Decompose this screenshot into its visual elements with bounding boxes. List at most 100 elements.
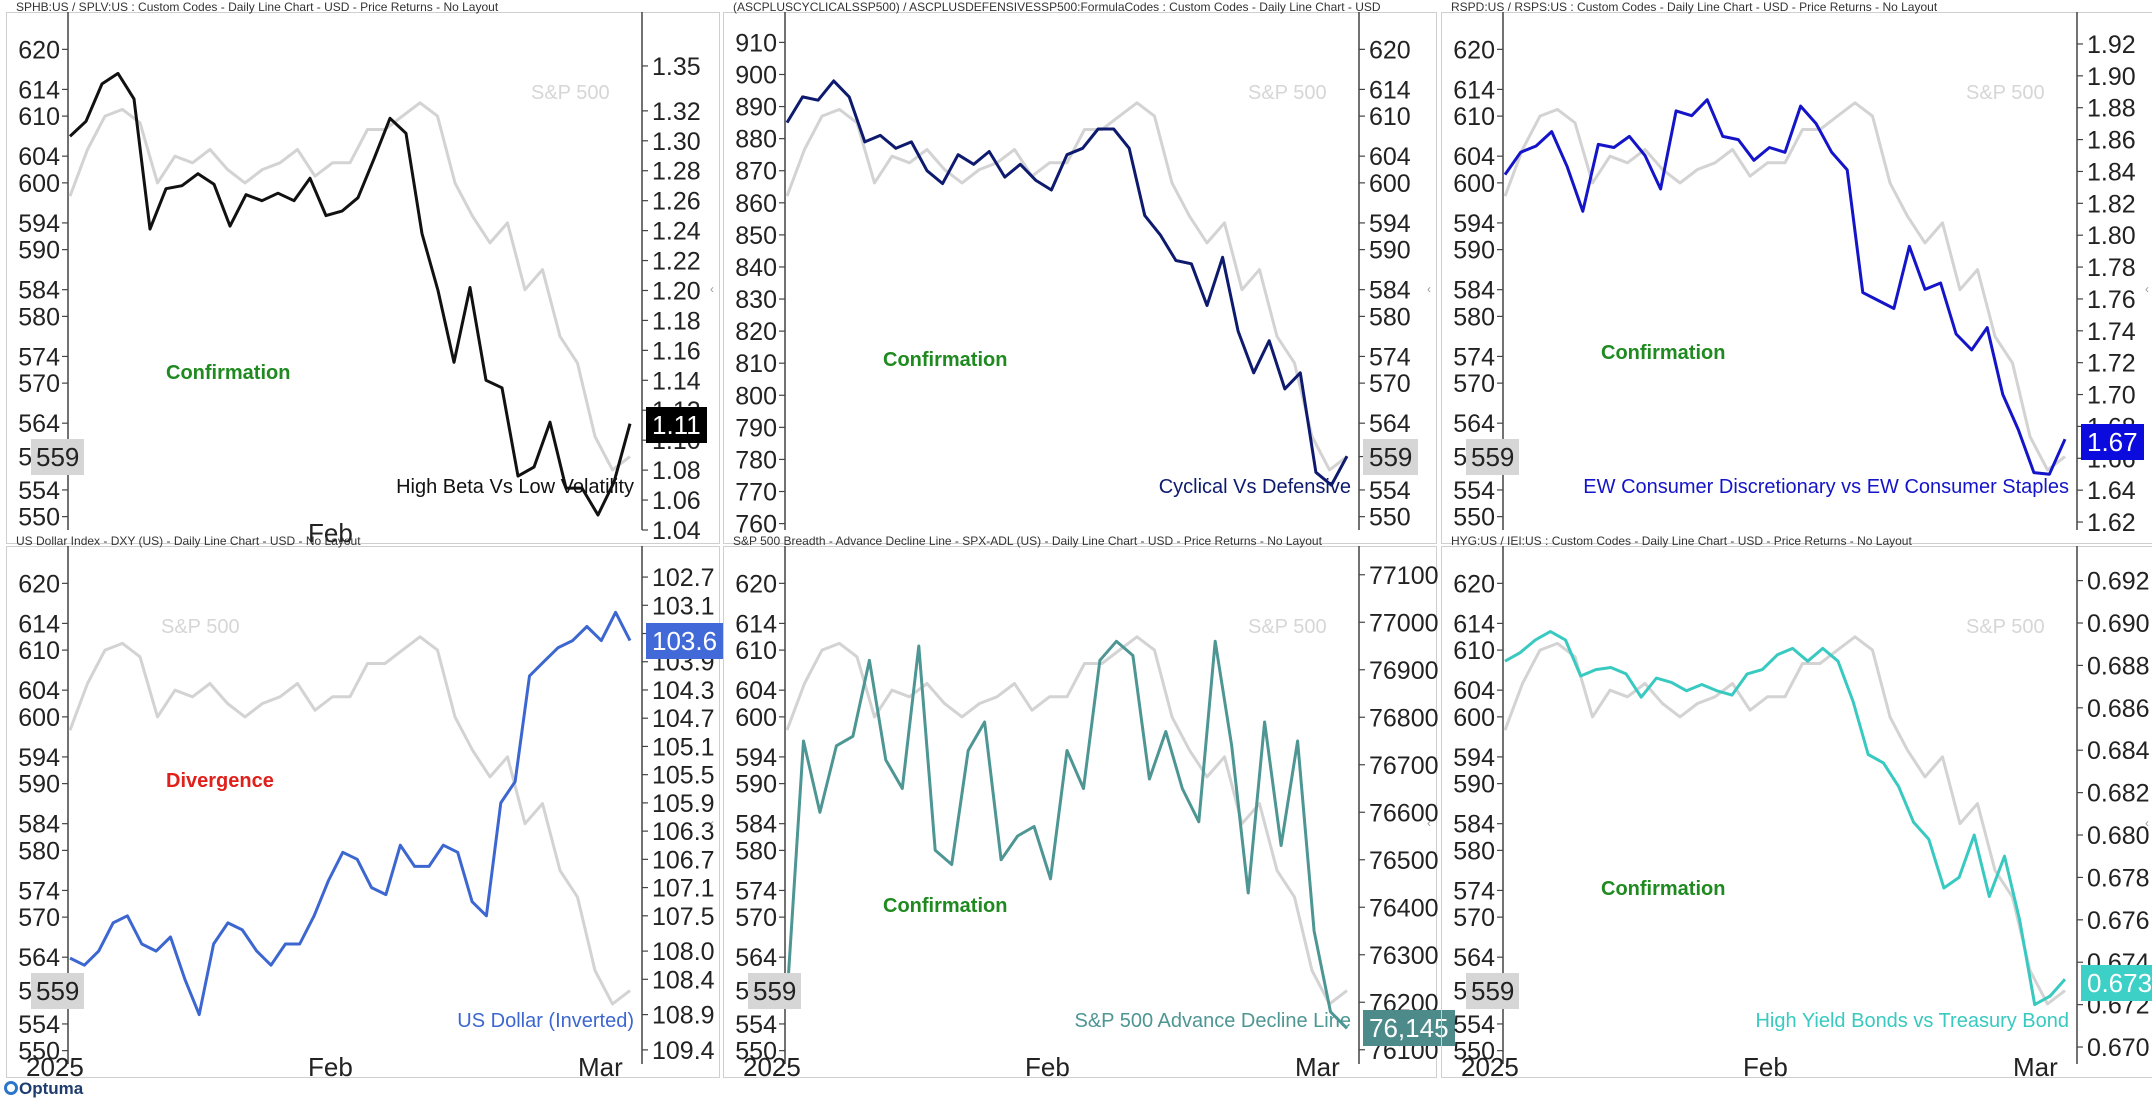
left-tick-label: 604 — [1453, 677, 1495, 705]
left-value-badge: 559 — [1466, 972, 1520, 1009]
sp500-series-line — [1503, 101, 2066, 472]
panel-border — [1441, 12, 2152, 544]
left-tick-label: 564 — [735, 944, 777, 972]
left-tick-label: 574 — [18, 877, 60, 905]
left-tick-label: 614 — [735, 610, 777, 638]
right-tick-label: 104.3 — [652, 677, 715, 705]
right-tick-label: 105.1 — [652, 733, 715, 761]
left-tick-label: 910 — [735, 29, 777, 57]
left-tick-label: 610 — [18, 637, 60, 665]
left-tick-label: 580 — [1453, 303, 1495, 331]
right-tick-label: 77000 — [1369, 609, 1439, 637]
chart-canvas: 6206146106046005945905845805745705645595… — [735, 546, 1439, 1082]
left-tick-label: 550 — [1453, 504, 1495, 532]
left-tick-label: 574 — [18, 343, 60, 371]
left-tick-label: 590 — [1453, 237, 1495, 265]
ratio-series-line — [785, 639, 1349, 1030]
panel-title: SPHB:US / SPLV:US : Custom Codes - Daily… — [16, 0, 499, 14]
right-value-badge: 103.6 — [646, 622, 724, 659]
chart-canvas: 6206146106046005945905845805745705645595… — [1453, 12, 2136, 537]
left-tick-label: 604 — [18, 677, 60, 705]
left-tick-label: 600 — [1453, 704, 1495, 732]
right-tick-label: 1.28 — [652, 158, 701, 186]
right-tick-label: 1.80 — [2087, 222, 2136, 250]
ratio-series-line — [785, 79, 1349, 487]
x-tick-label: 2025 — [1461, 1052, 1519, 1082]
sp500-watermark: S&P 500 — [531, 82, 610, 104]
sp500-watermark: S&P 500 — [1248, 616, 1327, 638]
chart-panel-4[interactable]: US Dollar Index - DXY (US) - Daily Line … — [6, 534, 724, 1082]
left-tick-label: 584 — [18, 811, 60, 839]
right-tick-label: 594 — [1369, 210, 1411, 238]
right-tick-label: 108.9 — [652, 1002, 715, 1030]
panel-border — [723, 546, 1437, 1078]
sp500-watermark: S&P 500 — [1966, 616, 2045, 638]
left-tick-label: 600 — [1453, 170, 1495, 198]
right-tick-label: 108.0 — [652, 938, 715, 966]
panel-title: HYG:US / IEI:US : Custom Codes - Daily L… — [1451, 534, 1912, 548]
left-tick-label: 600 — [735, 704, 777, 732]
right-value-badge: 1.67 — [2081, 424, 2144, 461]
left-tick-label: 780 — [735, 446, 777, 474]
right-tick-label: 0.684 — [2087, 737, 2150, 765]
chart-panel-6[interactable]: HYG:US / IEI:US : Custom Codes - Daily L… — [1441, 534, 2152, 1082]
right-tick-label: 614 — [1369, 76, 1411, 104]
left-tick-label: 900 — [735, 61, 777, 89]
collapse-arrow-icon[interactable]: ‹ — [2145, 282, 2149, 296]
left-tick-label: 760 — [735, 511, 777, 539]
right-tick-label: 1.18 — [652, 307, 701, 335]
right-value-badge: 559 — [1363, 438, 1419, 475]
right-tick-label: 564 — [1369, 410, 1411, 438]
left-tick-label: 860 — [735, 190, 777, 218]
right-tick-label: 1.74 — [2087, 318, 2136, 346]
left-tick-label: 550 — [735, 1038, 777, 1066]
right-tick-label: 1.82 — [2087, 190, 2136, 218]
right-tick-label: 620 — [1369, 36, 1411, 64]
left-tick-label: 584 — [18, 277, 60, 305]
ratio-series-line — [69, 610, 632, 1017]
right-tick-label: 1.22 — [652, 248, 701, 276]
left-tick-label: 570 — [18, 904, 60, 932]
series-name-label: US Dollar (Inverted) — [457, 1010, 634, 1032]
chart-panel-3[interactable]: RSPD:US / RSPS:US : Custom Codes - Daily… — [1441, 0, 2152, 544]
right-tick-label: 105.9 — [652, 790, 715, 818]
left-tick-label: 570 — [1453, 370, 1495, 398]
sp500-watermark: S&P 500 — [161, 616, 240, 638]
status-label: Confirmation — [883, 349, 1008, 371]
left-tick-label: 604 — [1453, 143, 1495, 171]
left-tick-label: 610 — [735, 637, 777, 665]
left-tick-label: 610 — [1453, 637, 1495, 665]
left-tick-label: 880 — [735, 126, 777, 154]
collapse-arrow-icon[interactable]: ‹ — [1427, 282, 1431, 296]
left-tick-label: 890 — [735, 94, 777, 122]
right-tick-label: 1.35 — [652, 53, 701, 81]
right-tick-label: 1.72 — [2087, 350, 2136, 378]
left-tick-label: 554 — [735, 1011, 777, 1039]
right-tick-label: 1.04 — [652, 517, 701, 545]
collapse-arrow-icon[interactable]: ‹ — [710, 816, 714, 830]
status-label: Confirmation — [1601, 878, 1726, 900]
chart-panel-1[interactable]: SPHB:US / SPLV:US : Custom Codes - Daily… — [6, 0, 720, 548]
right-tick-label: 600 — [1369, 170, 1411, 198]
collapse-arrow-icon[interactable]: ‹ — [710, 282, 714, 296]
left-tick-label: 830 — [735, 286, 777, 314]
sp500-series-line — [785, 635, 1348, 1006]
left-tick-label: 614 — [18, 610, 60, 638]
collapse-arrow-icon[interactable]: ‹ — [1427, 816, 1431, 830]
x-tick-label: Feb — [1743, 1052, 1788, 1082]
left-tick-label: 614 — [1453, 610, 1495, 638]
right-tick-label: 610 — [1369, 103, 1411, 131]
chart-panel-5[interactable]: S&P 500 Breadth - Advance Decline Line -… — [723, 534, 1455, 1082]
left-tick-label: 554 — [1453, 477, 1495, 505]
right-tick-label: 106.3 — [652, 818, 715, 846]
collapse-arrow-icon[interactable]: ‹ — [2145, 816, 2149, 830]
right-value-badge: 1.11 — [646, 407, 707, 444]
chart-panel-2[interactable]: (ASCPLUSCYCLICALSSP500) / ASCPLUSDEFENSI… — [723, 0, 1437, 544]
left-value-badge: 559 — [31, 438, 85, 475]
panel-title: (ASCPLUSCYCLICALSSP500) / ASCPLUSDEFENSI… — [733, 0, 1381, 14]
left-tick-label: 604 — [18, 143, 60, 171]
left-tick-label: 594 — [1453, 744, 1495, 772]
left-tick-label: 590 — [735, 771, 777, 799]
x-tick-label: Mar — [2013, 1052, 2058, 1082]
left-tick-label: 600 — [18, 170, 60, 198]
